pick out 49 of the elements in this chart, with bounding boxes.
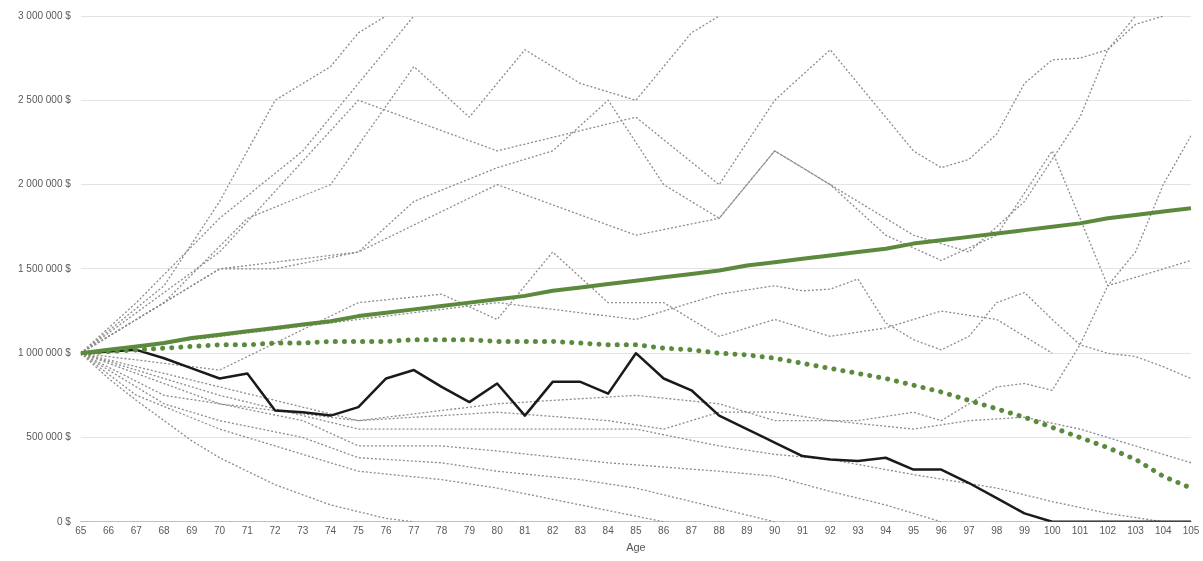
x-tick-label: 68 <box>158 524 171 536</box>
x-tick-label: 83 <box>574 524 587 536</box>
x-tick-label: 97 <box>963 524 975 536</box>
x-tick-label: 102 <box>1099 524 1117 536</box>
x-tick-label: 85 <box>630 524 642 536</box>
x-tick-label: 73 <box>297 524 309 536</box>
x-tick-label: 94 <box>880 524 892 536</box>
y-tick-label: 500 000 $ <box>26 431 72 443</box>
x-tick-label: 87 <box>685 524 698 536</box>
x-axis-title: Age <box>626 541 646 554</box>
x-tick-label: 100 <box>1043 524 1062 536</box>
x-tick-label: 105 <box>1182 524 1200 536</box>
x-tick-label: 93 <box>852 524 864 536</box>
x-tick-label: 76 <box>380 524 393 536</box>
x-tick-label: 91 <box>796 524 809 536</box>
x-tick-label: 71 <box>241 524 254 536</box>
x-tick-label: 92 <box>824 524 837 536</box>
x-tick-label: 81 <box>519 524 531 536</box>
x-tick-label: 104 <box>1154 524 1173 536</box>
x-tick-label: 82 <box>547 524 559 536</box>
x-tick-label: 79 <box>463 524 476 536</box>
y-tick-label: 2 500 000 $ <box>18 94 72 106</box>
x-tick-label: 95 <box>907 524 920 536</box>
x-tick-label: 99 <box>1018 524 1031 536</box>
x-tick-label: 80 <box>491 524 504 536</box>
x-tick-label: 65 <box>75 524 87 536</box>
y-tick-label: 3 000 000 $ <box>18 9 72 21</box>
x-tick-label: 69 <box>186 524 198 536</box>
x-tick-label: 88 <box>713 524 726 536</box>
x-tick-label: 74 <box>325 524 337 536</box>
x-tick-label: 90 <box>769 524 781 536</box>
y-tick-label: 1 500 000 $ <box>18 262 72 274</box>
x-tick-label: 72 <box>269 524 282 536</box>
x-tick-label: 96 <box>935 524 948 536</box>
x-tick-label: 103 <box>1127 524 1145 536</box>
x-tick-label: 70 <box>214 524 226 536</box>
y-tick-label: 1 000 000 $ <box>18 346 72 358</box>
y-tick-label: 2 000 000 $ <box>18 178 72 190</box>
x-tick-label: 98 <box>991 524 1003 536</box>
x-tick-label: 77 <box>408 524 420 536</box>
x-tick-label: 101 <box>1071 524 1089 536</box>
x-tick-label: 84 <box>602 524 615 536</box>
x-tick-label: 67 <box>130 524 143 536</box>
x-tick-label: 75 <box>352 524 365 536</box>
x-tick-label: 89 <box>741 524 753 536</box>
x-tick-label: 78 <box>436 524 448 536</box>
x-tick-label: 86 <box>658 524 670 536</box>
x-tick-label: 66 <box>103 524 115 536</box>
y-tick-label: 0 $ <box>56 515 72 527</box>
